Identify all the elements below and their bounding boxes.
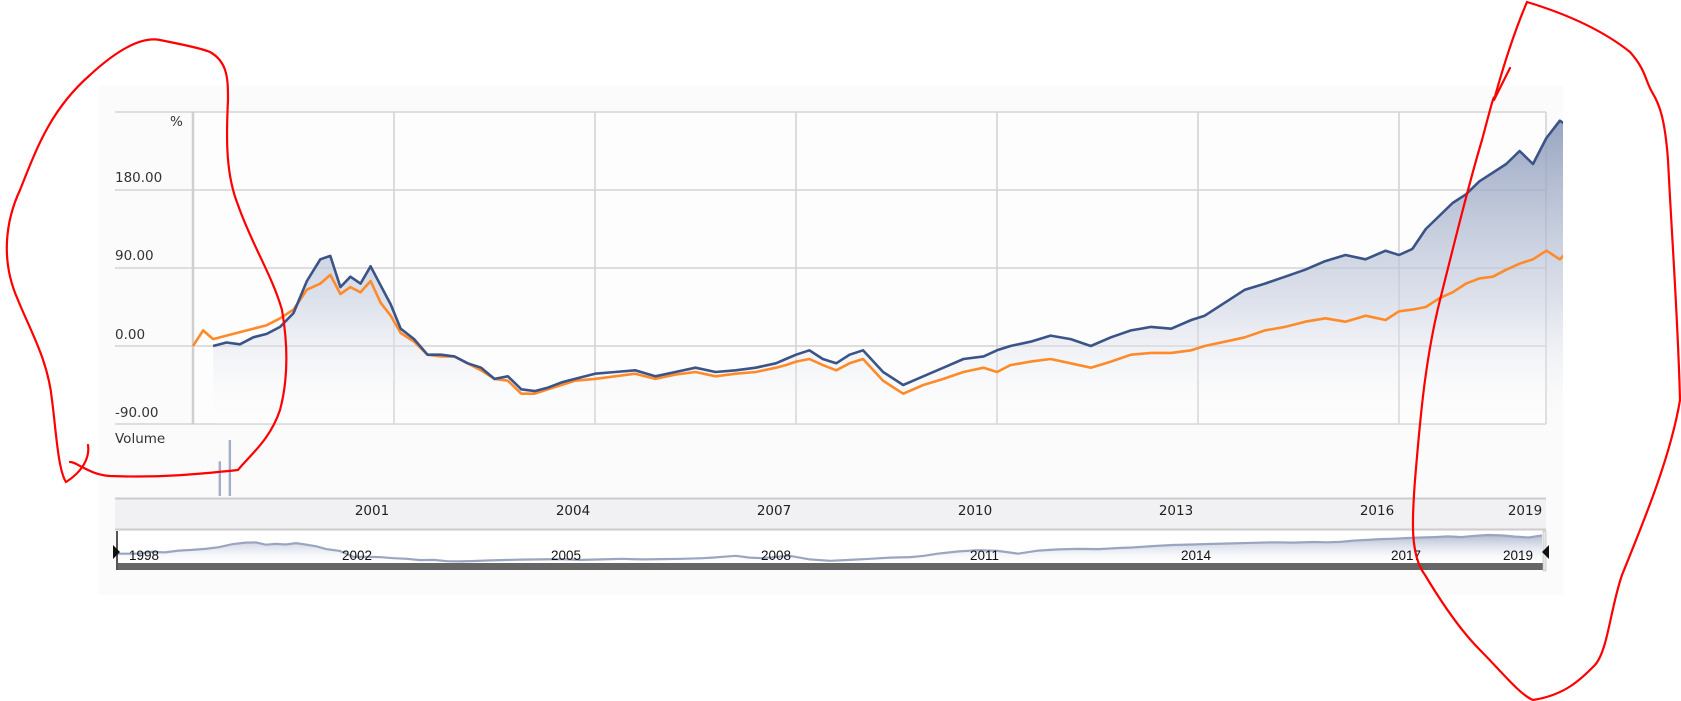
navigator-tick-label: 2002 bbox=[342, 548, 373, 563]
x-tick-label: 2007 bbox=[756, 503, 792, 519]
y-tick-label: 90.00 bbox=[115, 248, 154, 264]
navigator-tick-label: 2017 bbox=[1391, 548, 1422, 563]
volume-label: Volume bbox=[115, 431, 166, 447]
stock-area-fill bbox=[213, 120, 1563, 424]
navigator-tick-label: 2005 bbox=[551, 548, 582, 563]
navigator-area bbox=[118, 535, 1542, 563]
navigator-tick-label: 1998 bbox=[129, 548, 160, 563]
x-tick-label: 2004 bbox=[555, 503, 591, 519]
stock-chart-svg bbox=[113, 111, 1563, 572]
volume-bars bbox=[218, 440, 232, 496]
benchmark-line[interactable] bbox=[191, 238, 1563, 395]
x-axis-strip bbox=[115, 498, 1546, 529]
chart-container: % 180.00 90.00 0.00 -90.00 Volume 2001 2… bbox=[98, 86, 1563, 595]
navigator-tick-label: 2008 bbox=[761, 548, 792, 563]
x-tick-label: 2010 bbox=[957, 503, 993, 519]
navigator-tick-label: 2014 bbox=[1181, 548, 1212, 563]
x-tick-label: 2001 bbox=[354, 503, 390, 519]
navigator-tick-label: 2019 bbox=[1503, 548, 1534, 563]
x-tick-label: 2013 bbox=[1158, 503, 1194, 519]
navigator-left-handle-icon[interactable] bbox=[113, 545, 120, 559]
y-tick-label: -90.00 bbox=[115, 405, 159, 421]
x-tick-label: 2019 bbox=[1507, 503, 1543, 519]
x-tick-label: 2016 bbox=[1359, 503, 1395, 519]
navigator-line bbox=[118, 533, 1543, 563]
y-tick-label: 180.00 bbox=[115, 170, 163, 186]
y-unit-label: % bbox=[170, 114, 183, 130]
navigator-scrollbar[interactable] bbox=[116, 563, 1543, 570]
y-tick-label: 0.00 bbox=[115, 327, 146, 343]
navigator-tick-label: 2011 bbox=[970, 548, 1000, 563]
